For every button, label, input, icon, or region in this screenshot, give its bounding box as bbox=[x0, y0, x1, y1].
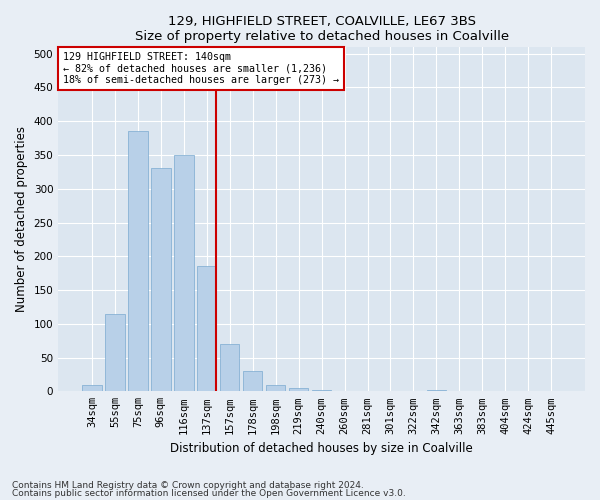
X-axis label: Distribution of detached houses by size in Coalville: Distribution of detached houses by size … bbox=[170, 442, 473, 455]
Bar bbox=[289, 388, 308, 392]
Text: Contains HM Land Registry data © Crown copyright and database right 2024.: Contains HM Land Registry data © Crown c… bbox=[12, 480, 364, 490]
Bar bbox=[243, 371, 262, 392]
Bar bbox=[496, 390, 515, 392]
Bar bbox=[128, 132, 148, 392]
Text: Contains public sector information licensed under the Open Government Licence v3: Contains public sector information licen… bbox=[12, 489, 406, 498]
Bar bbox=[335, 390, 355, 392]
Bar bbox=[82, 384, 101, 392]
Bar bbox=[312, 390, 331, 392]
Bar bbox=[197, 266, 217, 392]
Text: 129 HIGHFIELD STREET: 140sqm
← 82% of detached houses are smaller (1,236)
18% of: 129 HIGHFIELD STREET: 140sqm ← 82% of de… bbox=[64, 52, 340, 86]
Bar bbox=[542, 390, 561, 392]
Bar bbox=[358, 390, 377, 392]
Bar bbox=[151, 168, 170, 392]
Bar bbox=[174, 155, 194, 392]
Bar bbox=[105, 314, 125, 392]
Title: 129, HIGHFIELD STREET, COALVILLE, LE67 3BS
Size of property relative to detached: 129, HIGHFIELD STREET, COALVILLE, LE67 3… bbox=[134, 15, 509, 43]
Bar bbox=[266, 384, 286, 392]
Bar bbox=[220, 344, 239, 392]
Bar bbox=[427, 390, 446, 392]
Y-axis label: Number of detached properties: Number of detached properties bbox=[15, 126, 28, 312]
